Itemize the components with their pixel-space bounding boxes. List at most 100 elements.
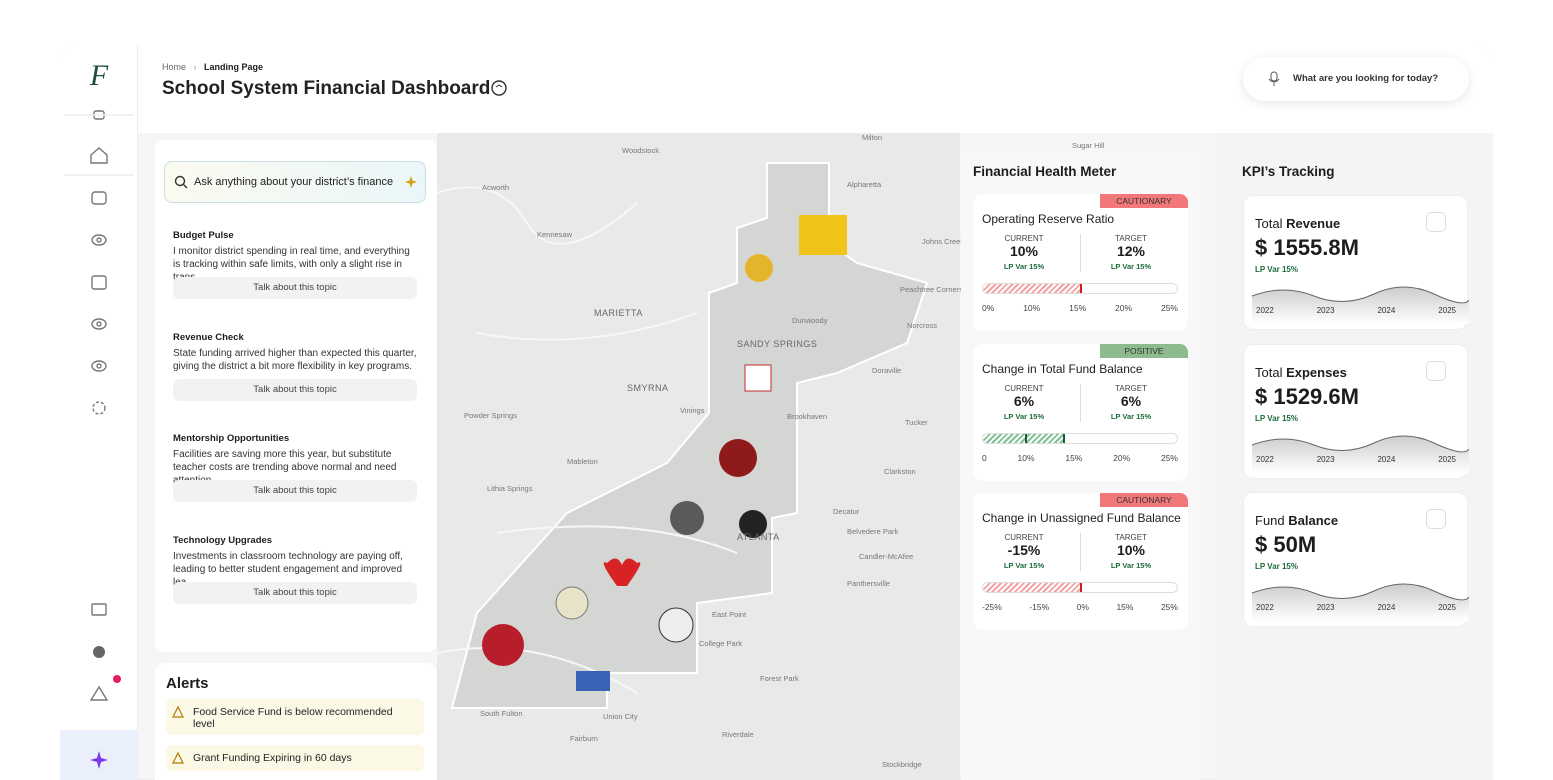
target-label: TARGET — [1115, 234, 1147, 243]
map-label: East Point — [712, 610, 747, 619]
theme-icon[interactable] — [93, 646, 105, 658]
school-logo[interactable] — [658, 607, 694, 643]
meter-marker — [1080, 583, 1082, 592]
meter-bar — [982, 582, 1178, 593]
map-label: South Fulton — [480, 709, 523, 718]
target-label: TARGET — [1115, 383, 1147, 393]
meter-name: Change in Total Fund Balance — [982, 361, 1143, 376]
school-logo[interactable] — [739, 510, 767, 538]
topic-card: Revenue Check State funding arrived highe… — [164, 323, 426, 412]
alerts-title: Alerts — [166, 675, 209, 692]
year-label: 2025 — [1438, 603, 1456, 612]
search-placeholder: What are you looking for today? — [1293, 73, 1439, 84]
presentation-icon[interactable] — [91, 603, 107, 616]
mic-icon[interactable] — [1267, 71, 1281, 87]
school-logo[interactable] — [603, 558, 641, 586]
open-button[interactable] — [1426, 212, 1446, 232]
map-label: Clarkston — [884, 467, 916, 476]
map-label: Forest Park — [760, 674, 799, 683]
target-variance: LP Var 15% — [1110, 262, 1152, 271]
year-label: 2022 — [1256, 454, 1274, 464]
kpi-prefix: Total — [1255, 364, 1283, 380]
meter-fill — [983, 433, 1063, 443]
map-label: SANDY SPRINGS — [737, 339, 818, 349]
topic-button[interactable]: Talk about this topic — [173, 277, 417, 299]
header: Home › Landing Page School System Financ… — [138, 45, 1493, 133]
open-button[interactable] — [1426, 509, 1446, 529]
topic-card: Technology Upgrades Investments in classr… — [164, 526, 426, 615]
home-icon[interactable] — [90, 147, 108, 164]
map-label: College Park — [699, 639, 742, 648]
map[interactable] — [437, 133, 960, 780]
year-label: 2024 — [1377, 454, 1396, 464]
menu-icon[interactable] — [91, 191, 107, 205]
map-label: Brookhaven — [787, 412, 828, 421]
school-logo[interactable] — [799, 215, 847, 255]
meter-bar — [982, 432, 1178, 444]
alert-icon — [172, 706, 184, 718]
topic-button[interactable]: Talk about this topic — [173, 581, 417, 604]
board-icon[interactable] — [91, 275, 107, 290]
map-label: ATLANTA — [737, 532, 780, 542]
health-meter-panel: Financial Health Meter CAUTIONARY Operati… — [961, 152, 1200, 780]
school-logo[interactable] — [719, 439, 757, 477]
view-icon[interactable] — [91, 234, 107, 246]
target-label: TARGET — [1115, 533, 1147, 542]
column-divider — [1080, 234, 1081, 272]
map-labels: Milton Sugar Hill Woodstock Alpharetta Acwor… — [437, 133, 1105, 780]
year-axis: 2022 2023 2024 2025 — [1256, 455, 1456, 464]
school-logo[interactable] — [555, 586, 589, 620]
scale-label: 20% — [1113, 452, 1131, 463]
ask-box[interactable]: Ask anything about your district’s finan… — [164, 161, 426, 203]
breadcrumb-item[interactable]: Home — [162, 62, 187, 72]
year-axis: 2022 2023 2024 2025 — [1256, 306, 1456, 315]
current-value: 6% — [1013, 392, 1035, 409]
view-icon[interactable] — [91, 360, 107, 372]
map-label: Acworth — [482, 183, 510, 192]
kpi-label: Total Revenue — [1255, 216, 1340, 231]
sparkle-icon[interactable] — [90, 751, 108, 769]
topic-button[interactable]: Talk about this topic — [173, 480, 417, 502]
column-divider — [1080, 533, 1081, 571]
map-label: Peachtree Corners — [900, 285, 963, 294]
current-label: CURRENT — [1004, 383, 1044, 393]
open-button[interactable] — [1426, 360, 1446, 381]
sparkline — [1251, 435, 1469, 473]
kpi-prefix: Fund — [1255, 513, 1285, 528]
meter-card: CAUTIONARY Change in Unassigned Fund Bala… — [973, 493, 1188, 630]
scale-label: 0% — [1076, 602, 1089, 612]
school-logo[interactable] — [482, 624, 524, 666]
topic-text: State funding arrived higher than expect… — [173, 347, 417, 372]
alert-item[interactable]: Grant Funding Expiring in 60 days — [166, 745, 424, 771]
alert-icon — [172, 752, 184, 764]
meter-name: Change in Unassigned Fund Balance — [982, 511, 1181, 525]
alert-text: Food Service Fund is below recommended l… — [193, 706, 393, 730]
school-logo[interactable] — [670, 501, 704, 535]
meter-fill — [983, 583, 1080, 592]
current-variance: LP Var 15% — [1003, 561, 1045, 570]
network-icon[interactable] — [92, 401, 106, 415]
school-logo[interactable] — [744, 364, 772, 392]
kpi-card: Total Expenses $ 1529.6M LP Var 15% 2022 202… — [1243, 343, 1469, 479]
map-label: Vinings — [680, 406, 705, 415]
breadcrumb-item[interactable]: Landing Page — [204, 62, 264, 72]
column-divider — [1080, 383, 1081, 422]
map-label: Kennesaw — [537, 230, 573, 239]
school-logo[interactable] — [576, 671, 610, 691]
alerts-panel: Alerts Food Service Fund is below recomm… — [155, 663, 437, 780]
alert-item[interactable]: Food Service Fund is below recommended l… — [166, 699, 424, 735]
status-badge: CAUTIONARY — [1100, 194, 1188, 208]
topic-button[interactable]: Talk about this topic — [173, 378, 417, 401]
map-label: Powder Springs — [464, 411, 517, 420]
meter-card: CAUTIONARY Operating Reserve Ratio CURRENT… — [973, 194, 1188, 331]
search-bar[interactable]: What are you looking for today? — [1243, 57, 1469, 101]
view-icon[interactable] — [91, 318, 107, 330]
map-label: Stockbridge — [882, 760, 922, 769]
map-label: Woodstock — [622, 146, 659, 155]
target-variance: LP Var 15% — [1110, 411, 1152, 421]
school-logo[interactable] — [745, 254, 773, 282]
refresh-icon[interactable] — [490, 79, 508, 97]
warning-icon[interactable] — [89, 685, 109, 701]
meter-name: Operating Reserve Ratio — [982, 212, 1115, 226]
kpi-variance: LP Var 15% — [1255, 413, 1298, 423]
